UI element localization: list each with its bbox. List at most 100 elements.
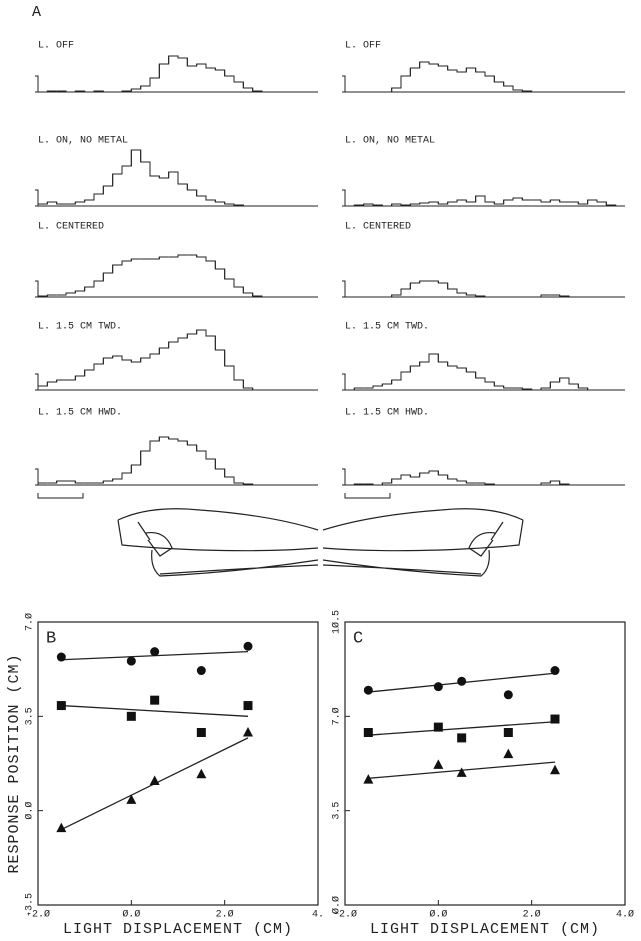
histogram-bin <box>131 150 140 166</box>
histogram-bin <box>588 200 597 204</box>
scale-bracket <box>342 469 345 485</box>
histogram-bin <box>103 174 112 194</box>
histogram-bin <box>206 330 215 350</box>
histogram-bin <box>485 196 494 204</box>
histogram-bin <box>187 441 196 451</box>
histogram-bin <box>569 296 578 297</box>
histogram-bin <box>113 261 122 273</box>
marker-triangle <box>363 774 373 784</box>
histogram-bin <box>131 259 140 261</box>
histogram-bin <box>215 336 224 366</box>
histogram-bin <box>159 56 168 78</box>
histogram-bin <box>234 279 243 293</box>
histogram-bin <box>197 445 206 459</box>
histogram-bin <box>476 483 485 484</box>
x-tick-label: -2.Ø <box>333 909 357 921</box>
histogram-bin <box>215 200 224 204</box>
marker-square <box>150 696 159 705</box>
histogram-bin <box>466 293 475 296</box>
histogram-bin <box>131 86 140 91</box>
marker-square <box>434 723 443 732</box>
trace-title: L. OFF <box>345 41 381 52</box>
histogram-bin <box>420 471 429 477</box>
histogram-bin <box>485 378 494 386</box>
marker-square <box>57 701 66 710</box>
histogram-bin <box>150 64 159 86</box>
fit-line <box>368 722 555 735</box>
histogram-bin <box>66 291 75 295</box>
histogram-bin <box>66 481 75 483</box>
histogram-bin <box>206 451 215 469</box>
histogram-bin <box>532 483 541 485</box>
scale-bracket <box>35 281 38 297</box>
histogram-bin <box>262 296 271 297</box>
histogram-bin <box>466 481 475 483</box>
histogram-bin <box>150 348 159 358</box>
histogram-bin <box>373 483 382 485</box>
histogram-bin <box>550 295 559 296</box>
x-tick-label: 2.Ø <box>216 909 234 921</box>
marker-square <box>551 715 560 724</box>
histogram-bin <box>178 439 187 445</box>
histogram-bin <box>178 56 187 66</box>
histogram-bin <box>38 202 47 206</box>
histogram-bin <box>141 78 150 89</box>
histogram-bin <box>243 287 252 296</box>
histogram-bin <box>113 356 122 360</box>
histogram-bin <box>113 166 122 186</box>
histogram-bin <box>410 203 419 205</box>
marker-triangle <box>503 749 513 759</box>
histogram-bin <box>429 62 438 66</box>
histogram-bin <box>364 204 373 205</box>
histogram-bin <box>57 202 66 204</box>
histogram-bin <box>382 204 391 206</box>
histogram-bin <box>103 265 112 281</box>
histogram-bin <box>169 338 178 348</box>
histogram-bin <box>169 255 178 257</box>
histogram-bin <box>206 196 215 202</box>
marker-triangle <box>457 767 467 777</box>
histogram-bin <box>476 196 485 202</box>
histogram-bin <box>345 484 354 485</box>
histogram-bin <box>38 91 47 92</box>
histogram-bin <box>532 91 541 92</box>
marker-square <box>364 728 373 737</box>
histogram-bin <box>560 378 569 384</box>
histogram-bin <box>253 484 262 485</box>
histogram-bin <box>382 295 391 297</box>
histogram-bin <box>504 198 513 204</box>
histogram-bin <box>150 257 159 259</box>
marker-square <box>197 728 206 737</box>
y-tick-label: 1Ø.5 <box>331 610 343 634</box>
panel-label: B <box>46 629 56 648</box>
trace-title: L. ON, NO METAL <box>38 136 128 147</box>
marker-circle <box>504 690 513 699</box>
histogram-bin <box>494 76 503 86</box>
histogram-bin <box>541 481 550 485</box>
histogram-bin <box>392 475 401 483</box>
histogram-bin <box>522 198 531 200</box>
histogram-bin <box>438 354 447 366</box>
histogram-bin <box>401 283 410 295</box>
histogram-bin <box>197 64 206 68</box>
y-tick-label: 7.Ø <box>331 707 343 725</box>
marker-square <box>127 712 136 721</box>
histogram-bin <box>94 358 103 370</box>
histogram-bin <box>513 86 522 91</box>
y-tick-label: Ø.Ø <box>24 802 36 820</box>
histogram-bin <box>113 473 122 481</box>
panel-label: A <box>32 4 41 21</box>
histogram-bin <box>476 372 485 382</box>
histogram-bin <box>253 88 262 92</box>
scale-bracket <box>35 76 38 92</box>
histogram-bin <box>345 388 354 390</box>
histogram-bin <box>401 204 410 205</box>
marker-square <box>457 733 466 742</box>
histogram-bin <box>513 388 522 389</box>
histogram-bin <box>131 358 140 362</box>
histogram-bin <box>57 293 66 295</box>
histogram-bin <box>597 200 606 205</box>
marker-circle <box>551 666 560 675</box>
histogram-bin <box>38 382 47 390</box>
histogram-bin <box>243 205 252 206</box>
